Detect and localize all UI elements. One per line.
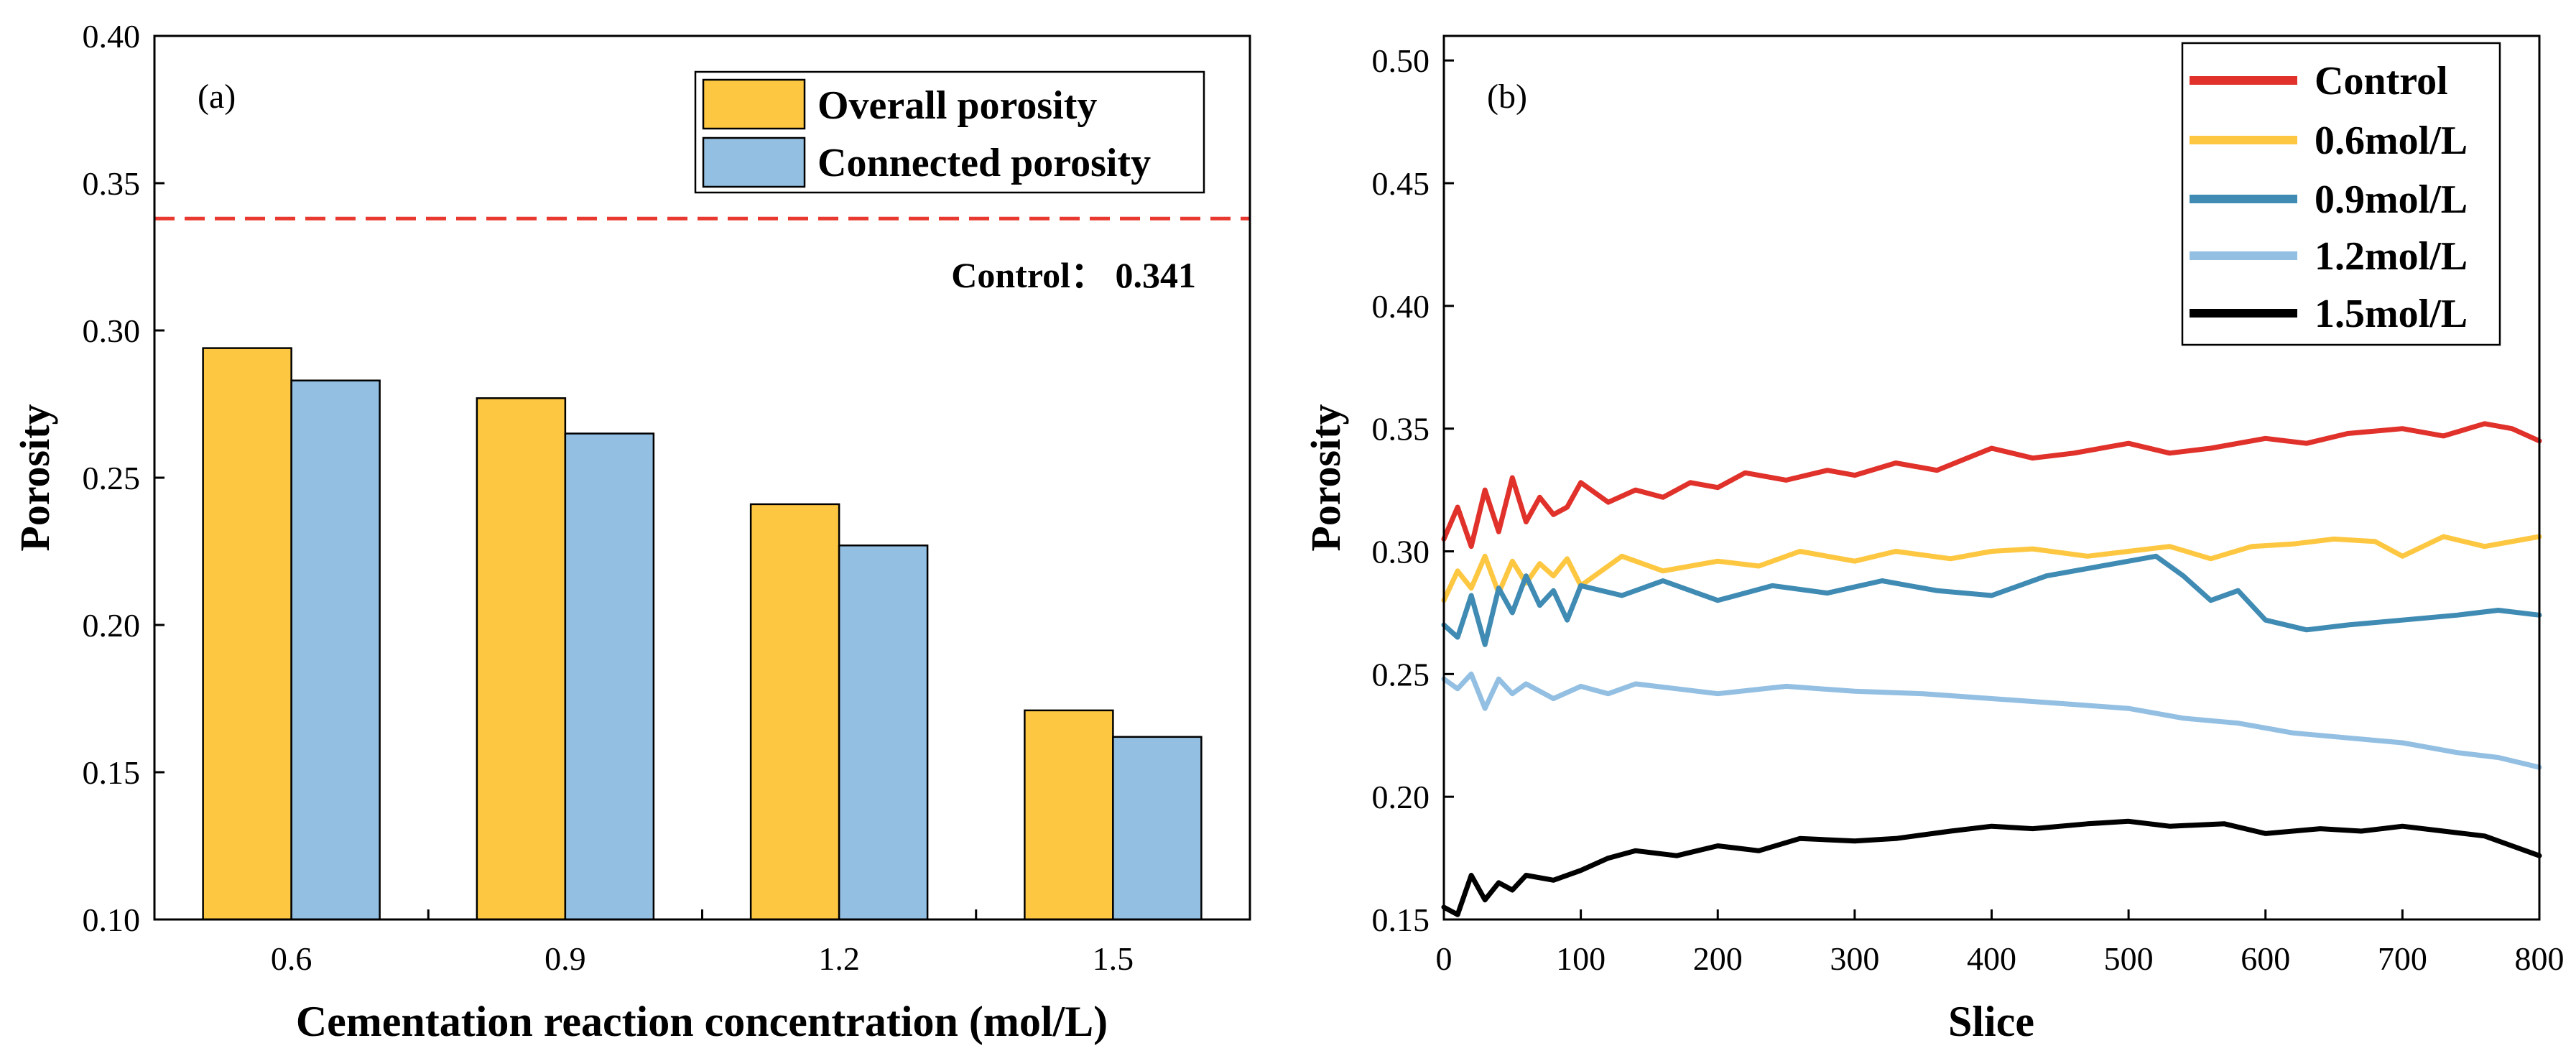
a-bar-overall-1-5	[1024, 709, 1114, 921]
a-bar-connected-0-9	[564, 432, 655, 921]
b-legend-label-control: Control	[2315, 59, 2448, 103]
a-bar-connected-1-2	[838, 545, 929, 921]
a-y-tick-label: 0.35	[83, 165, 141, 202]
a-panel-label: (a)	[198, 78, 236, 116]
a-y-tick-label: 0.30	[83, 312, 141, 349]
a-x-tick-label: 1.5	[1093, 940, 1134, 977]
a-y-tick-label: 0.40	[83, 18, 141, 55]
b-y-tick-label: 0.30	[1372, 534, 1430, 570]
b-y-tick-label: 0.45	[1372, 165, 1430, 202]
b-x-tick-label: 100	[1556, 940, 1606, 977]
b-x-tick-label: 700	[2378, 940, 2427, 977]
b-y-tick-label: 0.50	[1372, 42, 1430, 79]
b-y-axis-label: Porosity	[1302, 404, 1349, 551]
a-legend: Overall porosity Connected porosity	[694, 70, 1205, 194]
panel-a: 0.10 0.15 0.20 0.25 0.30 0.35 0.40 0.6 0.9 1.2 1.5…	[11, 18, 1251, 1045]
b-x-tick-label: 300	[1830, 940, 1879, 977]
a-legend-label-overall: Overall porosity	[817, 83, 1097, 128]
b-series-0-9	[1441, 553, 2542, 647]
a-legend-label-connected: Connected porosity	[817, 141, 1151, 185]
a-x-tick-label: 0.9	[545, 940, 586, 977]
a-axis-ticks: 0.10 0.15 0.20 0.25 0.30 0.35 0.40 0.6 0.9 1.2 1.5	[83, 18, 1134, 977]
a-x-tick-label: 0.6	[271, 940, 312, 977]
a-y-tick-label: 0.10	[83, 902, 141, 938]
a-bar-overall-0-6	[202, 347, 292, 921]
b-y-tick-label: 0.15	[1372, 902, 1430, 938]
b-legend-label-0-6: 0.6mol/L	[2315, 119, 2468, 163]
b-x-tick-label: 500	[2104, 940, 2154, 977]
panel-b: 0.15 0.20 0.25 0.30 0.35 0.40 0.45 0.50 0 100 200 3…	[1302, 34, 2565, 1045]
a-y-tick-label: 0.20	[83, 607, 141, 644]
a-bars	[202, 347, 1203, 921]
a-bar-overall-1-2	[749, 503, 840, 921]
a-control-label: Control： 0.341	[951, 255, 1196, 295]
a-legend-swatch-overall	[702, 78, 806, 130]
b-y-tick-label: 0.20	[1372, 779, 1430, 815]
b-y-tick-label: 0.25	[1372, 656, 1430, 692]
b-x-tick-label: 600	[2241, 940, 2290, 977]
b-x-tick-label: 0	[1436, 940, 1453, 977]
b-x-tick-label: 400	[1967, 940, 2016, 977]
a-bar-connected-1-5	[1112, 736, 1203, 921]
a-y-tick-label: 0.15	[83, 754, 141, 791]
b-legend: Control 0.6mol/L 0.9mol/L 1.2mol/L 1.5mo…	[2181, 42, 2501, 346]
a-bar-connected-0-6	[290, 379, 381, 921]
b-axis-ticks: 0.15 0.20 0.25 0.30 0.35 0.40 0.45 0.50 0 100 200 3…	[1372, 42, 2565, 977]
b-plot-frame	[1442, 34, 2541, 921]
b-y-tick-label: 0.40	[1372, 288, 1430, 325]
b-series-1-2	[1441, 671, 2542, 770]
a-plot-frame	[153, 34, 1251, 921]
b-x-axis-label: Slice	[1948, 998, 2034, 1045]
a-bar-overall-0-9	[476, 397, 567, 921]
b-y-tick-label: 0.35	[1372, 411, 1430, 448]
b-series-0-6	[1441, 534, 2542, 603]
a-x-axis-label: Cementation reaction concentration (mol/…	[296, 998, 1108, 1045]
a-legend-swatch-connected	[702, 136, 806, 188]
a-x-tick-label: 1.2	[818, 940, 860, 977]
b-legend-label-1-2: 1.2mol/L	[2315, 234, 2468, 279]
a-y-tick-label: 0.25	[83, 460, 141, 496]
a-y-axis-label: Porosity	[11, 404, 58, 551]
b-x-tick-label: 800	[2515, 940, 2565, 977]
b-legend-label-1-5: 1.5mol/L	[2315, 292, 2468, 336]
b-x-tick-label: 200	[1693, 940, 1743, 977]
b-legend-label-0-9: 0.9mol/L	[2315, 177, 2468, 222]
b-series-control	[1441, 421, 2542, 550]
b-panel-label: (b)	[1487, 78, 1527, 116]
b-series-1-5	[1441, 818, 2542, 917]
b-lines	[1441, 421, 2542, 917]
